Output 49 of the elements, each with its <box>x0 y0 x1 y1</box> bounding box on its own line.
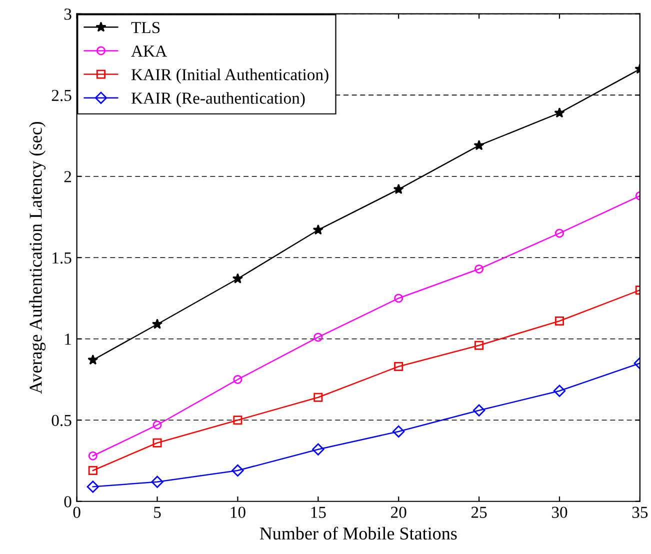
x-tick-label: 30 <box>552 506 568 518</box>
point <box>152 420 162 430</box>
point <box>474 340 484 350</box>
point <box>554 228 564 238</box>
y-axis-title: Average Authentication Latency (sec) <box>29 122 46 394</box>
point <box>474 140 484 150</box>
point <box>232 273 244 284</box>
point <box>86 480 100 493</box>
point <box>554 107 565 118</box>
x-axis-title: Number of Mobile Stations <box>260 526 457 540</box>
x-tick-label: 15 <box>311 506 326 518</box>
y-tick-label: 0 <box>64 496 72 508</box>
y-tick-label: 3 <box>64 8 72 20</box>
point <box>553 384 566 397</box>
point <box>88 466 98 476</box>
point <box>474 264 484 274</box>
point <box>232 464 244 477</box>
point <box>88 451 98 460</box>
point <box>394 294 404 303</box>
point <box>314 392 323 402</box>
point <box>152 438 162 448</box>
y-tick-label: 0.5 <box>52 414 72 426</box>
y-tick-label: 2.5 <box>52 90 72 102</box>
point <box>394 362 404 372</box>
x-tick-label: 35 <box>632 506 648 518</box>
x-tick-label: 0 <box>73 506 80 518</box>
point <box>554 316 564 326</box>
legend-label: TLS <box>131 22 160 34</box>
point <box>314 332 323 342</box>
point <box>312 224 324 235</box>
point <box>233 374 242 384</box>
point <box>233 416 242 425</box>
point <box>392 425 405 438</box>
point <box>472 404 486 416</box>
x-tick-label: 10 <box>230 506 246 518</box>
legend-label: KAIR (Re-authentication) <box>131 92 305 108</box>
y-tick-label: 2 <box>64 171 72 182</box>
y-tick-label: 1 <box>65 334 71 345</box>
legend-label: AKA <box>131 46 167 57</box>
point <box>151 476 164 488</box>
y-tick-label: 1.5 <box>52 252 72 264</box>
point <box>88 354 98 365</box>
x-tick-label: 25 <box>471 506 487 518</box>
point <box>152 318 163 329</box>
x-tick-label: 5 <box>154 506 161 518</box>
point <box>312 443 324 456</box>
x-tick-label: 20 <box>390 506 406 518</box>
point <box>393 184 404 194</box>
legend-label: KAIR (Initial Authentication) <box>131 68 328 84</box>
